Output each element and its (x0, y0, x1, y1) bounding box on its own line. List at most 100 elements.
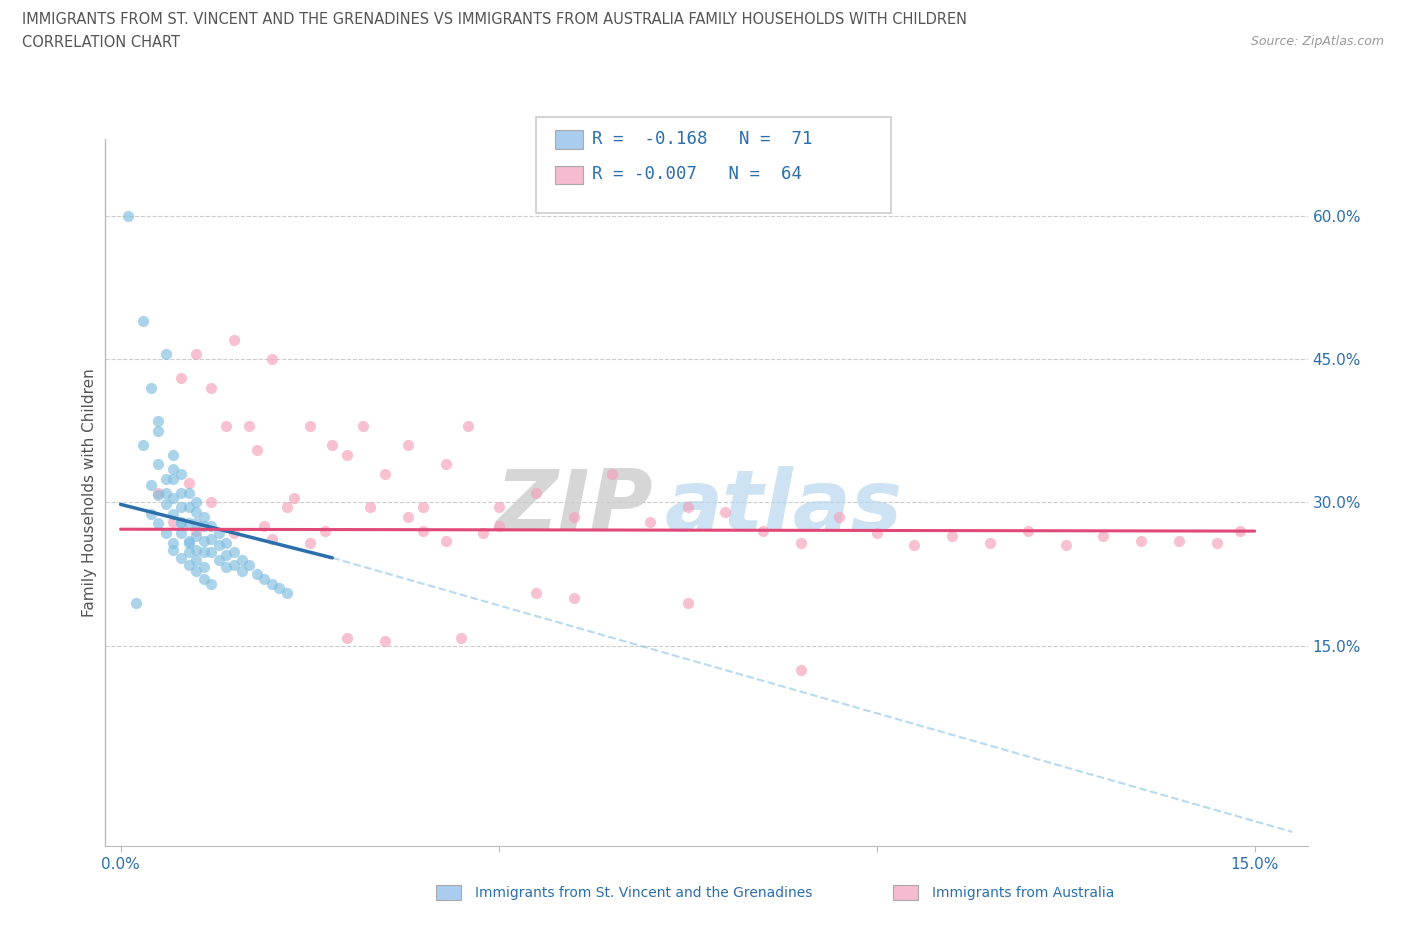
Point (170, 551, 193, 565)
Point (298, 535, 321, 550)
Point (215, 560, 238, 575)
Y-axis label: Family Households with Children: Family Households with Children (82, 368, 97, 618)
Point (177, 557, 200, 572)
Point (139, 478, 162, 493)
Point (434, 533, 457, 548)
Point (865, 525, 887, 540)
Point (396, 438, 419, 453)
Point (488, 519, 510, 534)
Point (215, 535, 238, 550)
Point (186, 552, 208, 567)
Text: R = -0.007   N =  64: R = -0.007 N = 64 (592, 165, 801, 183)
Point (412, 524, 434, 538)
Point (676, 595, 699, 610)
Point (148, 485, 170, 500)
Point (200, 380, 222, 395)
Point (260, 352, 283, 366)
Point (162, 535, 184, 550)
Point (828, 510, 851, 525)
Point (170, 516, 193, 531)
Point (238, 557, 260, 572)
Point (321, 438, 343, 453)
Point (412, 499, 434, 514)
Point (1054, 538, 1077, 552)
Point (253, 571, 276, 586)
Point (472, 525, 495, 540)
Point (526, 586, 548, 601)
Point (215, 548, 238, 563)
Text: atlas: atlas (665, 466, 903, 549)
Point (752, 524, 775, 538)
Point (155, 472, 177, 486)
Point (193, 560, 215, 575)
Point (155, 485, 177, 500)
Point (177, 535, 200, 550)
Point (193, 519, 215, 534)
Point (336, 631, 359, 645)
Point (186, 516, 208, 531)
Point (941, 528, 963, 543)
Point (359, 499, 381, 514)
Point (170, 371, 193, 386)
Point (200, 577, 222, 591)
Point (600, 466, 623, 481)
Text: CORRELATION CHART: CORRELATION CHART (22, 35, 180, 50)
Text: Source: ZipAtlas.com: Source: ZipAtlas.com (1250, 35, 1384, 48)
Point (125, 595, 148, 610)
Point (488, 499, 510, 514)
Point (208, 525, 231, 540)
Point (186, 495, 208, 510)
Point (1168, 533, 1191, 548)
Point (208, 552, 231, 567)
Point (222, 333, 245, 348)
Point (1017, 524, 1039, 538)
Point (215, 418, 238, 433)
Point (177, 533, 200, 548)
Point (117, 208, 139, 223)
Point (457, 418, 479, 433)
Point (208, 538, 231, 552)
Point (170, 514, 193, 529)
Point (1229, 524, 1251, 538)
Point (193, 545, 215, 560)
Point (434, 457, 457, 472)
Point (177, 485, 200, 500)
Point (162, 514, 184, 529)
Point (148, 487, 170, 502)
Point (177, 545, 200, 560)
Point (177, 499, 200, 514)
Point (162, 507, 184, 522)
Point (374, 466, 396, 481)
Point (148, 516, 170, 531)
Point (231, 552, 253, 567)
Point (200, 495, 222, 510)
Point (979, 535, 1001, 550)
Point (276, 586, 298, 601)
Text: Immigrants from Australia: Immigrants from Australia (932, 885, 1115, 900)
Point (222, 525, 245, 540)
Point (638, 514, 661, 529)
Point (139, 507, 162, 522)
Point (714, 505, 737, 520)
Point (170, 466, 193, 481)
Point (1205, 535, 1227, 550)
Point (269, 581, 291, 596)
Point (200, 545, 222, 560)
Point (314, 524, 336, 538)
Point (186, 505, 208, 520)
Point (260, 531, 283, 546)
Point (148, 414, 170, 429)
Point (155, 525, 177, 540)
Point (790, 535, 813, 550)
Point (193, 571, 215, 586)
Point (186, 524, 208, 538)
Point (200, 519, 222, 534)
Point (238, 418, 260, 433)
Point (155, 347, 177, 362)
Point (396, 510, 419, 525)
Point (246, 443, 269, 458)
Point (676, 499, 699, 514)
Point (526, 485, 548, 500)
Point (162, 543, 184, 558)
Point (283, 490, 305, 505)
